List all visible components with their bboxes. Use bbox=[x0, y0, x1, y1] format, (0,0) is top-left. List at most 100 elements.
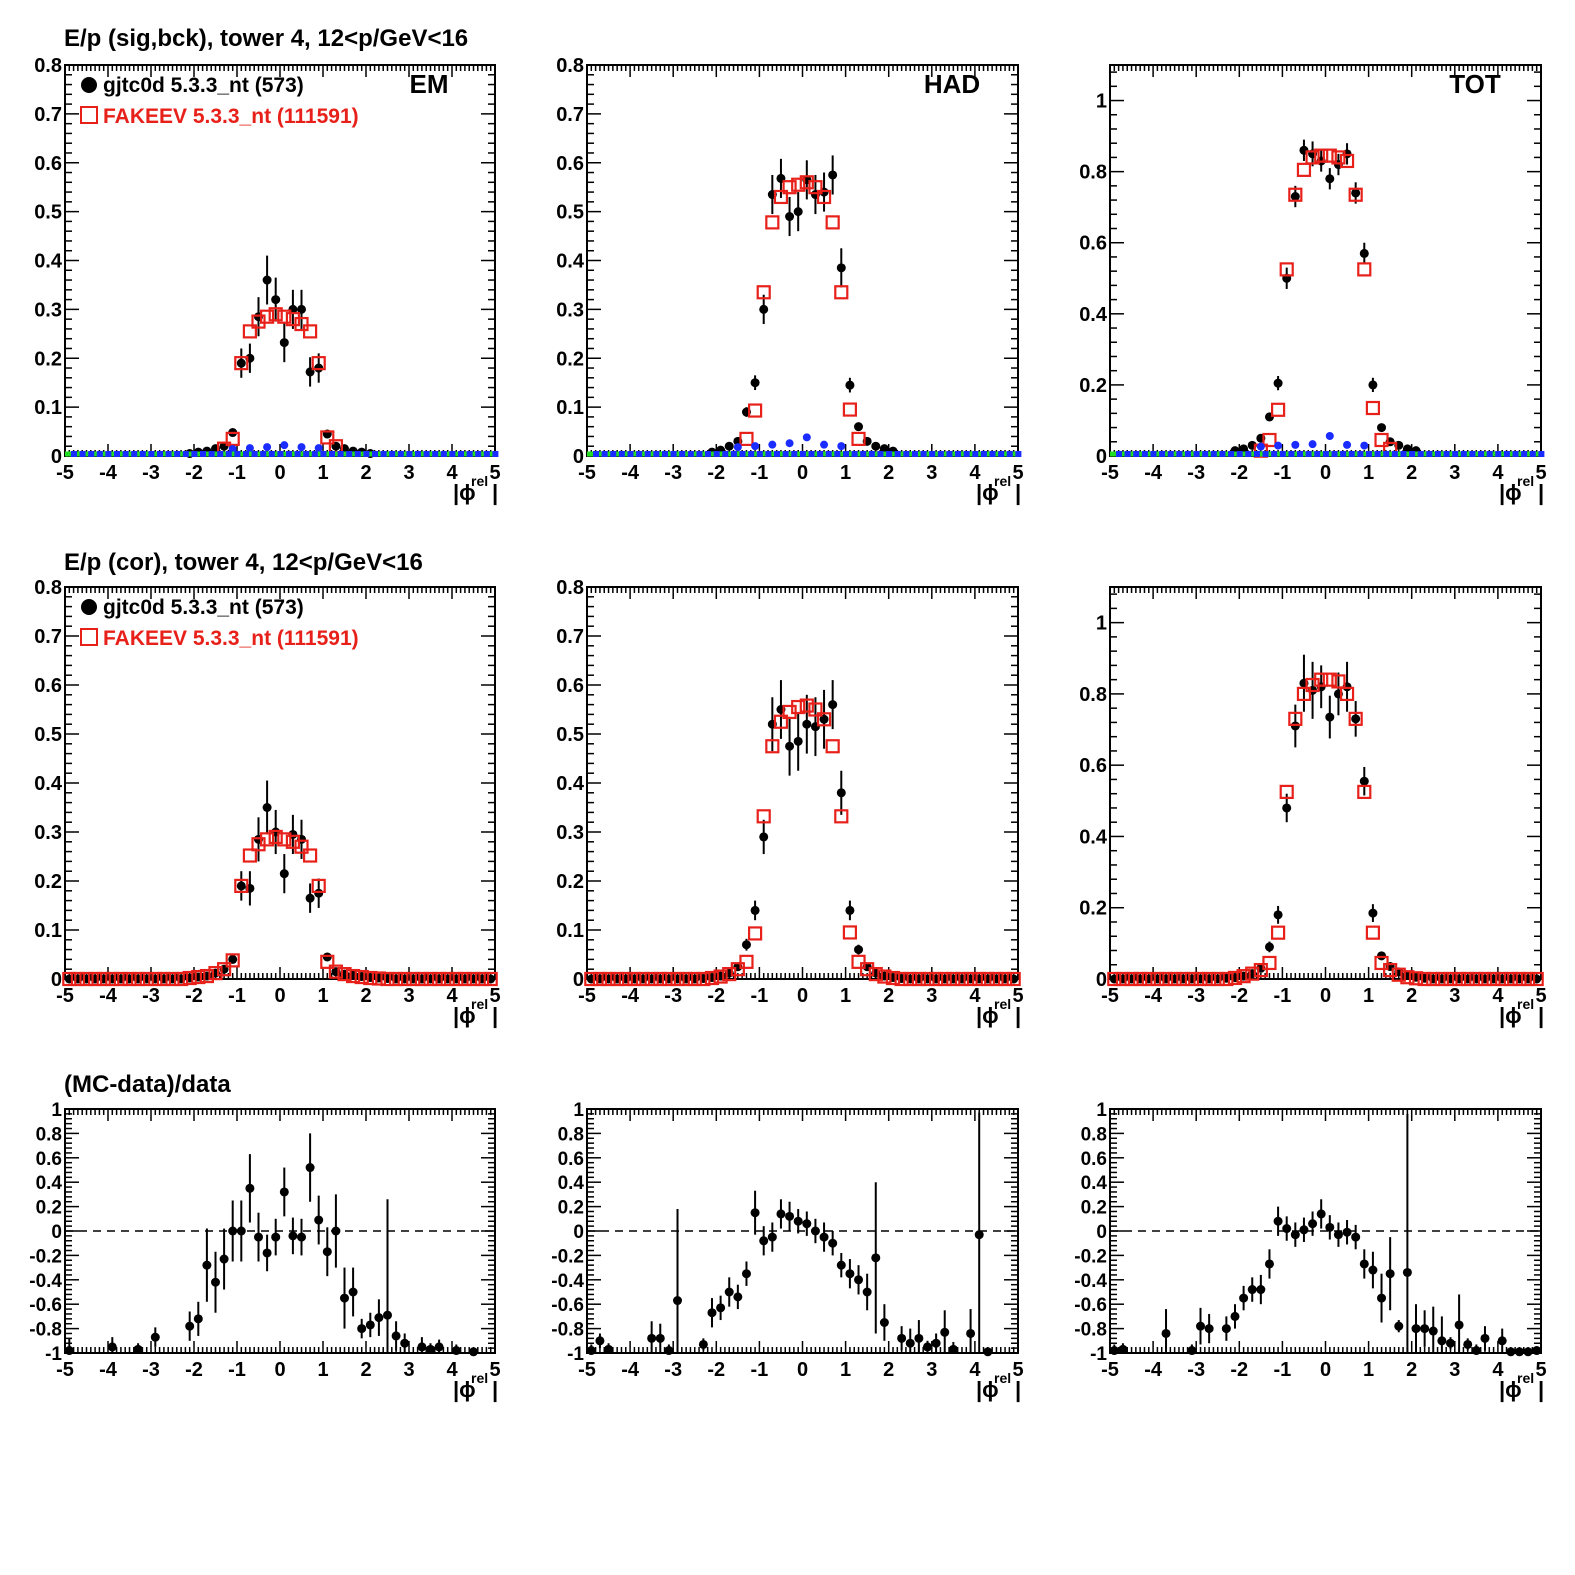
x-tick-label: -5 bbox=[578, 462, 596, 484]
y-tick-label: 0 bbox=[1096, 446, 1107, 468]
mc-point bbox=[139, 971, 154, 987]
data-point bbox=[219, 1254, 229, 1264]
x-tick-label: -5 bbox=[1101, 1359, 1119, 1381]
mc-point bbox=[260, 832, 275, 847]
bkg-blue-marker bbox=[492, 451, 499, 457]
bkg-blue-marker bbox=[1495, 451, 1502, 457]
bkg-blue-marker bbox=[1374, 451, 1381, 457]
data-point bbox=[724, 441, 734, 451]
x-axis-label: |ϕ bbox=[453, 1003, 476, 1028]
x-tick-label: -3 bbox=[664, 985, 682, 1007]
x-tick-label: 3 bbox=[926, 1359, 937, 1381]
row-title-cor: E/p (cor), tower 4, 12<p/GeV<16 bbox=[64, 549, 423, 576]
x-tick-label: 1 bbox=[840, 462, 851, 484]
mc-point bbox=[1227, 970, 1243, 986]
bkg-blue-point bbox=[751, 442, 760, 451]
bkg-blue-marker bbox=[303, 451, 310, 457]
x-axis-label-sup: rel bbox=[994, 473, 1011, 489]
data-point bbox=[1204, 1324, 1214, 1334]
y-tick-label: 0 bbox=[1096, 969, 1107, 991]
mc-point bbox=[696, 971, 711, 987]
bkg-blue-point bbox=[1256, 442, 1265, 451]
bkg-blue-marker bbox=[1417, 451, 1424, 457]
mc-point bbox=[1529, 971, 1544, 987]
bkg-blue-marker bbox=[483, 451, 490, 457]
data-point bbox=[1368, 908, 1378, 918]
y-tick-label: 0.6 bbox=[1079, 755, 1107, 777]
mc-point bbox=[834, 809, 849, 824]
mc-point bbox=[242, 324, 257, 339]
bkg-blue-marker bbox=[1529, 451, 1536, 457]
mc-point bbox=[842, 925, 858, 940]
data-point bbox=[150, 1332, 160, 1342]
mc-point bbox=[1314, 148, 1329, 163]
y-tick-label: 0.8 bbox=[34, 577, 62, 599]
x-tick-label: -4 bbox=[621, 1359, 640, 1381]
data-point bbox=[1273, 910, 1283, 920]
data-point bbox=[914, 1333, 924, 1343]
data-point bbox=[785, 212, 795, 222]
x-tick-label: 1 bbox=[1363, 462, 1374, 484]
data-point bbox=[698, 1339, 708, 1349]
mc-point bbox=[1426, 971, 1441, 987]
x-tick-label: 0 bbox=[1320, 1359, 1331, 1381]
mc-point bbox=[337, 966, 352, 982]
x-tick-label: -1 bbox=[1274, 1359, 1292, 1381]
data-point bbox=[279, 1187, 289, 1197]
data-point bbox=[1230, 1311, 1240, 1321]
x-tick-label: 0 bbox=[797, 462, 808, 484]
data-point bbox=[451, 1346, 461, 1356]
x-tick-label: -2 bbox=[1230, 1359, 1248, 1381]
bkg-blue-marker bbox=[886, 451, 893, 457]
legend-data-label: gjtc0d 5.3.3_nt (573) bbox=[103, 74, 304, 97]
data-point bbox=[254, 1232, 263, 1242]
mc-point bbox=[687, 971, 702, 987]
mc-point bbox=[1253, 962, 1268, 978]
mc-point bbox=[963, 971, 978, 987]
mc-point bbox=[1124, 971, 1139, 987]
y-tick-label: 0.2 bbox=[34, 348, 62, 370]
y-tick-label: 0.3 bbox=[556, 822, 584, 844]
x-tick-label: -2 bbox=[185, 985, 203, 1007]
mc-point bbox=[1107, 971, 1122, 987]
data-point bbox=[1196, 1321, 1206, 1331]
data-point bbox=[1282, 803, 1292, 813]
bkg-blue-point bbox=[1274, 441, 1283, 450]
bkg-blue-marker bbox=[782, 451, 789, 457]
mc-point bbox=[217, 962, 232, 977]
mc-point bbox=[1339, 153, 1355, 169]
bkg-blue-marker bbox=[1141, 451, 1148, 457]
data-point bbox=[707, 1308, 717, 1318]
bkg-blue-marker bbox=[165, 451, 172, 457]
mc-point bbox=[1176, 971, 1191, 987]
data-point bbox=[759, 1236, 769, 1246]
x-tick-label: -4 bbox=[99, 1359, 118, 1381]
bkg-blue-point bbox=[1343, 440, 1352, 449]
x-axis-label: |ϕ bbox=[1499, 480, 1522, 505]
x-axis-label: |ϕ bbox=[976, 480, 999, 505]
mc-point bbox=[268, 829, 283, 845]
data-point bbox=[1463, 1339, 1473, 1349]
data-point bbox=[262, 1248, 272, 1258]
bkg-blue-marker bbox=[139, 451, 146, 457]
y-tick-label: -0.2 bbox=[1074, 1246, 1107, 1267]
data-point bbox=[133, 1344, 143, 1354]
mc-point bbox=[1365, 925, 1381, 940]
bkg-blue-marker bbox=[1193, 451, 1200, 457]
mc-point bbox=[397, 971, 412, 987]
y-tick-label: 0.8 bbox=[556, 55, 584, 77]
bkg-blue-marker bbox=[79, 451, 86, 457]
y-tick-label: 0.2 bbox=[36, 1198, 62, 1219]
mc-point bbox=[816, 712, 832, 727]
x-tick-label: 0 bbox=[274, 1359, 285, 1381]
data-point bbox=[664, 1346, 674, 1356]
x-tick-label: 1 bbox=[840, 1359, 851, 1381]
mc-point bbox=[860, 962, 875, 977]
x-tick-label: 2 bbox=[1406, 1359, 1417, 1381]
bkg-blue-marker bbox=[88, 451, 95, 457]
mc-point bbox=[808, 702, 823, 717]
mc-point bbox=[268, 307, 283, 322]
x-tick-label: -3 bbox=[1187, 985, 1205, 1007]
x-axis-label-sup: rel bbox=[471, 996, 488, 1012]
